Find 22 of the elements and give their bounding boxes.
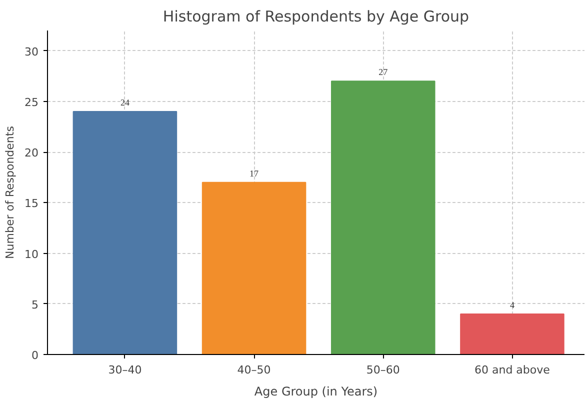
y-tick-label: 0 <box>32 349 38 362</box>
y-tick-label: 25 <box>24 96 39 109</box>
data-label: 4 <box>510 300 515 310</box>
y-axis-title: Number of Respondents <box>4 126 17 259</box>
data-label: 17 <box>250 168 260 178</box>
x-axis-title: Age Group (in Years) <box>254 384 378 398</box>
x-tick-label: 60 and above <box>474 364 550 376</box>
x-tick-label: 30–40 <box>108 364 142 376</box>
bar <box>330 80 436 354</box>
bar <box>72 111 178 354</box>
bar <box>460 314 564 354</box>
data-label: 24 <box>120 98 130 108</box>
y-tick-label: 30 <box>24 45 39 58</box>
bar <box>202 182 306 354</box>
chart-title: Histogram of Respondents by Age Group <box>162 8 470 26</box>
x-tick-label: 40–50 <box>237 364 271 376</box>
y-tick-label: 10 <box>24 248 39 261</box>
y-tick-label: 20 <box>24 146 39 160</box>
data-label: 27 <box>378 67 388 78</box>
y-tick-label: 5 <box>32 298 38 312</box>
x-tick-label: 50–60 <box>366 364 400 376</box>
y-tick-label: 15 <box>24 197 39 210</box>
